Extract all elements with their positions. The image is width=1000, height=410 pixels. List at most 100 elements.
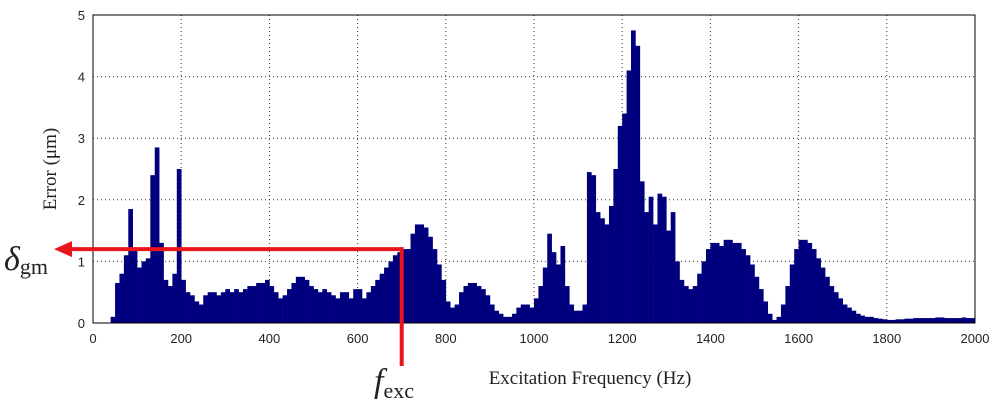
bar (242, 289, 248, 323)
y-tick-label: 3 (78, 131, 85, 146)
bar (287, 289, 292, 323)
bar (295, 276, 301, 323)
bar (291, 282, 297, 323)
bar (657, 193, 663, 323)
plot-frame (92, 14, 976, 324)
bar (141, 261, 147, 323)
annotation-subscript: gm (20, 254, 48, 279)
bar (392, 255, 398, 323)
bar (163, 279, 169, 323)
bar (644, 212, 649, 323)
bar (750, 264, 755, 323)
bar (970, 318, 976, 323)
y-tick-label: 2 (78, 193, 85, 208)
bar (564, 286, 570, 323)
delta-annotation: δgm (4, 241, 48, 279)
bar (344, 292, 350, 323)
bar (547, 233, 552, 323)
bar (498, 313, 504, 323)
bar (260, 282, 266, 323)
bar (251, 286, 257, 323)
x-tick-label: 400 (259, 331, 281, 346)
bar (229, 292, 235, 323)
marker-arrowhead (54, 241, 72, 258)
bar (273, 292, 279, 323)
bar (613, 169, 619, 323)
bar (851, 310, 857, 323)
bar (247, 286, 253, 323)
bar (432, 249, 438, 323)
bar (313, 289, 319, 323)
bar (745, 255, 751, 323)
bar (353, 289, 358, 323)
bar (476, 286, 482, 323)
bar (701, 261, 707, 323)
bar (772, 319, 777, 323)
bar (503, 316, 508, 323)
bar (384, 267, 389, 323)
x-tick-label: 200 (170, 331, 192, 346)
x-tick-label: 0 (89, 331, 96, 346)
bar (379, 273, 385, 323)
bar (176, 169, 182, 323)
bar (604, 224, 610, 323)
bar (428, 236, 433, 323)
bar (864, 316, 870, 323)
bar (631, 30, 636, 324)
bar (714, 242, 720, 323)
bar (789, 264, 795, 323)
bar (317, 292, 323, 323)
bar (198, 304, 204, 323)
bar (882, 319, 888, 323)
bar (622, 113, 627, 323)
bar (591, 175, 597, 323)
bar (869, 316, 874, 323)
bar (794, 249, 799, 323)
bar (578, 310, 583, 323)
bar (825, 276, 830, 323)
bar (666, 230, 672, 323)
bar (370, 286, 376, 323)
bar (900, 319, 905, 323)
bar (207, 292, 213, 323)
bar (331, 295, 336, 323)
bar (362, 298, 367, 323)
y-tick-label: 5 (78, 8, 85, 23)
bar (661, 196, 667, 323)
bar (842, 304, 848, 323)
bar (423, 227, 429, 323)
bar (573, 310, 579, 323)
annotation-symbol: δ (4, 241, 21, 278)
bar (922, 318, 927, 323)
bar (952, 318, 958, 323)
bar (216, 295, 222, 323)
bar (115, 282, 120, 323)
bar (798, 239, 804, 323)
bar (388, 261, 394, 323)
bar (891, 319, 896, 323)
bar (123, 255, 129, 323)
bar (534, 298, 539, 323)
bar (847, 307, 852, 323)
bar (406, 249, 411, 323)
bar (560, 246, 566, 323)
x-tick-label: 1800 (872, 331, 901, 346)
bar (679, 279, 685, 323)
x-tick-label: 600 (347, 331, 369, 346)
bar (873, 318, 879, 323)
x-tick-label: 800 (435, 331, 457, 346)
bar (692, 286, 698, 323)
bar (525, 304, 530, 323)
bar (172, 273, 178, 323)
bar (489, 304, 495, 323)
plot-area (93, 15, 975, 323)
bar (569, 304, 574, 323)
bar (741, 249, 746, 323)
bar (860, 315, 866, 323)
bar (203, 295, 208, 323)
bar (948, 318, 954, 323)
bar (816, 258, 821, 323)
bar (754, 276, 760, 323)
bar (710, 242, 716, 323)
bar (648, 196, 654, 323)
